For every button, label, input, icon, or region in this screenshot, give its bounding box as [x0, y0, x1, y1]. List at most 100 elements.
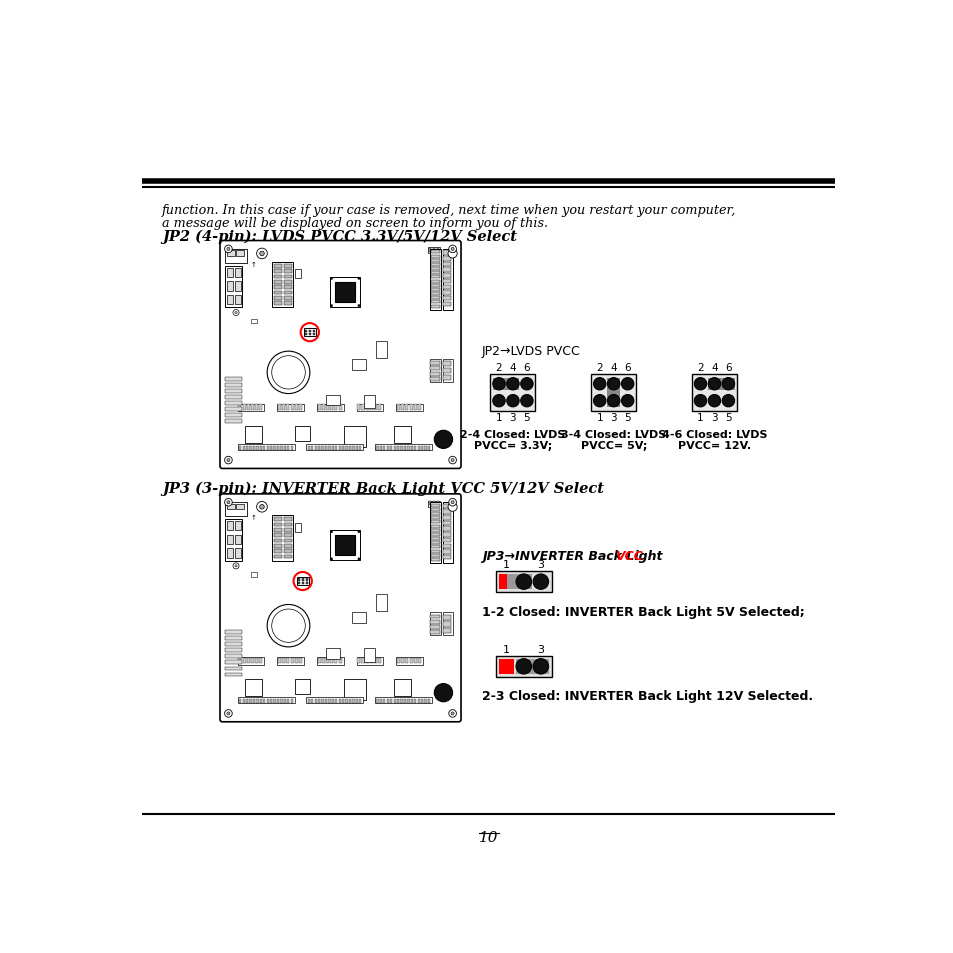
Bar — [274, 523, 281, 527]
Bar — [430, 620, 439, 624]
Bar — [305, 582, 308, 584]
Bar — [301, 582, 304, 584]
Circle shape — [256, 249, 267, 259]
Bar — [321, 405, 325, 410]
Circle shape — [533, 575, 548, 590]
Bar — [394, 679, 410, 697]
Bar — [225, 266, 242, 308]
Bar — [246, 447, 248, 451]
Bar — [306, 444, 363, 451]
Bar — [375, 444, 432, 451]
Bar — [607, 378, 619, 408]
Bar — [256, 700, 258, 703]
Bar — [414, 700, 416, 703]
Bar — [431, 301, 439, 304]
Text: 2: 2 — [496, 363, 502, 373]
Bar — [498, 575, 514, 590]
Bar — [284, 265, 292, 269]
Bar — [284, 523, 292, 527]
Bar — [431, 554, 439, 558]
Bar — [234, 282, 240, 292]
Circle shape — [593, 378, 605, 391]
Bar — [414, 658, 416, 663]
Circle shape — [224, 456, 232, 464]
Bar — [493, 378, 518, 391]
Circle shape — [707, 378, 720, 391]
Bar — [431, 268, 439, 271]
Bar — [274, 275, 281, 279]
Bar — [443, 302, 451, 307]
Bar — [443, 533, 451, 537]
Bar — [254, 658, 258, 663]
Text: JP3 (3-pin): INVERTER Back Light VCC 5V/12V Select: JP3 (3-pin): INVERTER Back Light VCC 5V/… — [162, 481, 603, 496]
Bar — [496, 571, 551, 593]
Circle shape — [516, 575, 531, 590]
Bar — [428, 501, 439, 507]
Bar — [386, 700, 389, 703]
Bar — [443, 527, 451, 532]
Bar — [379, 700, 381, 703]
Bar — [317, 405, 320, 410]
Bar — [294, 679, 310, 695]
Bar — [359, 447, 361, 451]
Bar — [294, 658, 297, 663]
Text: 5: 5 — [724, 413, 731, 423]
Bar — [405, 405, 408, 410]
Bar — [394, 427, 410, 443]
Bar — [227, 269, 233, 277]
Circle shape — [506, 378, 518, 391]
Circle shape — [520, 378, 533, 391]
Bar — [316, 404, 343, 412]
Bar — [305, 330, 307, 333]
Bar — [335, 447, 337, 451]
Bar — [400, 405, 404, 410]
Bar — [274, 265, 281, 269]
Circle shape — [233, 563, 239, 569]
Bar — [259, 658, 262, 663]
Bar — [361, 405, 364, 410]
Circle shape — [259, 252, 264, 256]
Bar — [297, 582, 300, 584]
Bar — [431, 255, 439, 258]
Bar — [332, 447, 334, 451]
Circle shape — [224, 499, 232, 506]
Bar — [429, 502, 440, 563]
FancyBboxPatch shape — [220, 241, 460, 469]
Bar — [427, 447, 430, 451]
Text: 6: 6 — [623, 363, 630, 373]
Bar — [443, 369, 451, 374]
Bar — [410, 447, 413, 451]
Circle shape — [448, 499, 456, 506]
Bar — [314, 700, 316, 703]
Bar — [274, 447, 275, 451]
Bar — [225, 383, 242, 387]
Bar — [352, 447, 355, 451]
Bar — [395, 658, 422, 665]
Circle shape — [267, 605, 310, 647]
Bar — [284, 286, 292, 290]
Bar — [370, 405, 373, 410]
Bar — [431, 558, 439, 561]
Bar — [349, 447, 351, 451]
Bar — [227, 521, 233, 531]
Bar — [442, 359, 453, 382]
Bar — [386, 447, 389, 451]
Bar — [443, 538, 451, 543]
Text: 2: 2 — [596, 363, 602, 373]
Circle shape — [451, 459, 454, 462]
Bar — [344, 679, 365, 700]
Bar — [443, 252, 451, 255]
Bar — [227, 252, 234, 256]
Bar — [405, 658, 408, 663]
Bar — [328, 700, 331, 703]
Circle shape — [357, 278, 359, 280]
FancyBboxPatch shape — [220, 495, 460, 722]
Bar — [263, 447, 265, 451]
Bar — [335, 700, 337, 703]
Bar — [330, 405, 333, 410]
Circle shape — [721, 395, 734, 408]
Bar — [251, 405, 253, 410]
Bar — [428, 248, 439, 254]
Circle shape — [357, 558, 359, 560]
Text: 10: 10 — [478, 830, 498, 843]
